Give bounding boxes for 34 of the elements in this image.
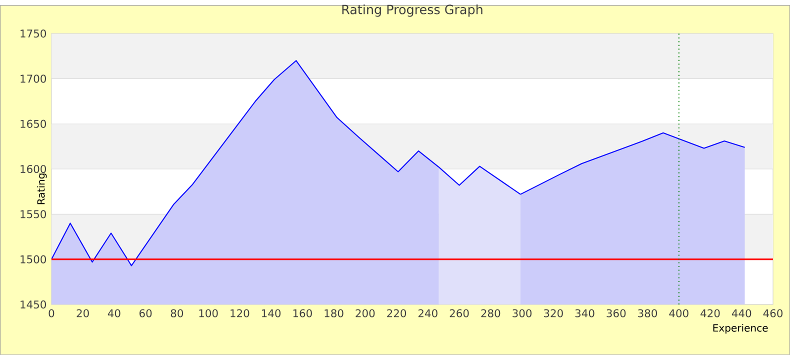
x-tick-label: 120 — [230, 309, 250, 318]
x-tick-label: 80 — [170, 309, 184, 318]
y-tick-label: 1550 — [20, 210, 46, 218]
chart-title: Rating Progress Graph — [342, 4, 482, 17]
y-tick-label: 1600 — [20, 164, 46, 174]
y-tick-label: 1450 — [20, 300, 46, 309]
x-tick-label: 0 — [48, 309, 54, 318]
x-tick-label: 300 — [512, 309, 532, 318]
y-tick-label: 1500 — [20, 255, 46, 264]
x-tick-label: 360 — [606, 309, 626, 318]
x-axis-title: Experience — [713, 324, 768, 334]
x-tick-label: 160 — [293, 309, 312, 318]
x-tick-label: 20 — [76, 309, 89, 318]
x-tick-label: 140 — [262, 309, 281, 318]
x-tick-label: 100 — [199, 309, 218, 318]
x-tick-label: 260 — [450, 309, 469, 318]
x-tick-label: 220 — [387, 309, 406, 318]
x-tick-label: 460 — [763, 309, 783, 318]
y-axis-title: Rating — [37, 174, 47, 204]
x-tick-label: 200 — [356, 309, 375, 318]
x-tick-label: 60 — [140, 309, 152, 318]
x-tick-label: 40 — [108, 309, 120, 318]
x-tick-label: 340 — [575, 309, 594, 318]
y-tick-label: 1650 — [20, 120, 46, 128]
x-tick-label: 440 — [732, 309, 752, 318]
x-tick-label: 280 — [481, 309, 500, 318]
x-tick-label: 400 — [669, 309, 688, 318]
x-tick-label: 420 — [700, 309, 720, 318]
x-tick-label: 180 — [324, 309, 344, 318]
x-tick-label: 380 — [638, 309, 658, 318]
y-tick-label: 1700 — [20, 74, 46, 83]
x-tick-label: 320 — [544, 309, 563, 318]
x-tick-label: 240 — [418, 309, 438, 318]
y-tick-label: 1750 — [20, 30, 46, 38]
